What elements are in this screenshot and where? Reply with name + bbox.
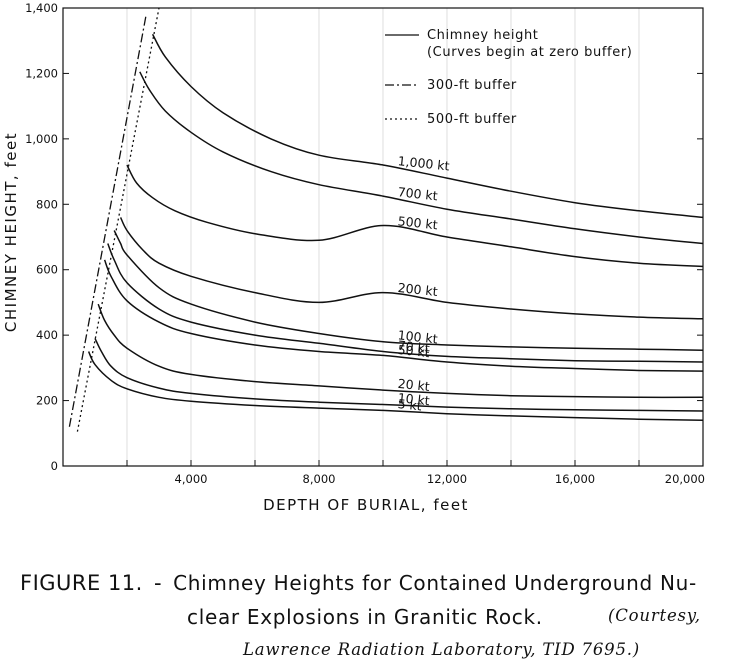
x-axis-title: DEPTH OF BURIAL, feet bbox=[263, 496, 469, 514]
x-tick-label: 12,000 bbox=[427, 472, 467, 486]
x-tick-label: 20,000 bbox=[665, 472, 705, 486]
curve-label-70-kt: 70 kt bbox=[397, 338, 431, 356]
y-tick-label: 0 bbox=[51, 459, 58, 473]
axis-ticks: 4,000 8,000 12,000 16,000 20,000 0 200 400 600 80… bbox=[25, 1, 705, 486]
curve-label-1-000-kt: 1,000 kt bbox=[397, 153, 450, 173]
legend-label: Chimney height bbox=[427, 28, 539, 43]
legend-label: 300-ft buffer bbox=[427, 78, 517, 93]
y-tick-label: 600 bbox=[36, 263, 58, 277]
series-line-700-kt bbox=[139, 71, 704, 245]
series-line-50-kt bbox=[103, 259, 704, 372]
curve-label-50-kt: 50 kt bbox=[397, 342, 431, 360]
curve-label-500-kt: 500 kt bbox=[397, 213, 438, 232]
series-line-1-000-kt bbox=[151, 33, 704, 219]
series-line-100-kt bbox=[113, 230, 704, 351]
curve-label-10-kt: 10 kt bbox=[397, 390, 431, 408]
caption-credit-line-1: (Courtesy, bbox=[608, 606, 701, 625]
series-line-20-kt bbox=[97, 303, 704, 399]
series-layer bbox=[68, 7, 704, 432]
y-axis-title: CHIMNEY HEIGHT, feet bbox=[2, 132, 20, 332]
series-line-500-kt bbox=[126, 164, 704, 268]
y-tick-label: 200 bbox=[36, 394, 58, 408]
caption-line-2: clear Explosions in Granitic Rock. bbox=[187, 605, 543, 629]
y-tick-label: 1,000 bbox=[25, 132, 58, 146]
curve-label-200-kt: 200 kt bbox=[397, 280, 438, 299]
y-tick-label: 1,400 bbox=[25, 1, 58, 15]
figure-number: FIGURE 11. bbox=[20, 571, 143, 595]
curve-label-700-kt: 700 kt bbox=[397, 184, 438, 203]
series-line-300-ft-buffer bbox=[68, 14, 147, 427]
curve-label-20-kt: 20 kt bbox=[397, 376, 431, 394]
x-tick-label: 16,000 bbox=[555, 472, 595, 486]
legend-label-note: (Curves begin at zero buffer) bbox=[427, 45, 632, 60]
series-line-5-kt bbox=[87, 351, 704, 421]
legend-label: 500-ft buffer bbox=[427, 112, 517, 127]
y-tick-label: 400 bbox=[36, 328, 58, 342]
caption-line-1: Chimney Heights for Contained Undergroun… bbox=[173, 571, 697, 595]
series-line-10-kt bbox=[94, 338, 704, 412]
chart: 4,000 8,000 12,000 16,000 20,000 0 200 400 600 80… bbox=[2, 1, 705, 514]
x-tick-label: 4,000 bbox=[175, 472, 208, 486]
y-tick-label: 1,200 bbox=[25, 66, 58, 80]
grid-lines bbox=[126, 8, 640, 466]
curve-label-100-kt: 100 kt bbox=[397, 327, 438, 346]
series-line-500-ft-buffer bbox=[76, 7, 160, 432]
legend: Chimney height (Curves begin at zero buff… bbox=[385, 28, 632, 127]
x-tick-label: 8,000 bbox=[303, 472, 336, 486]
y-tick-label: 800 bbox=[36, 197, 58, 211]
series-line-200-kt bbox=[119, 217, 704, 320]
caption-credit-line-2: Lawrence Radiation Laboratory, TID 7695.… bbox=[243, 640, 641, 659]
series-line-70-kt bbox=[107, 243, 704, 363]
caption-separator: - bbox=[153, 571, 163, 595]
curve-label-5-kt: 5 kt bbox=[397, 396, 423, 413]
